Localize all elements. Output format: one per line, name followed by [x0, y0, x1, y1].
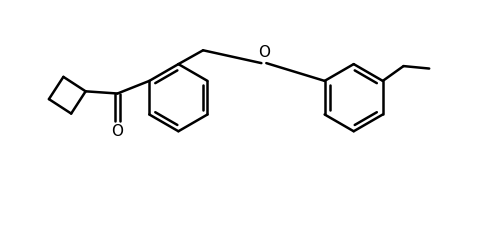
Text: O: O — [258, 45, 270, 60]
Text: O: O — [112, 124, 124, 139]
